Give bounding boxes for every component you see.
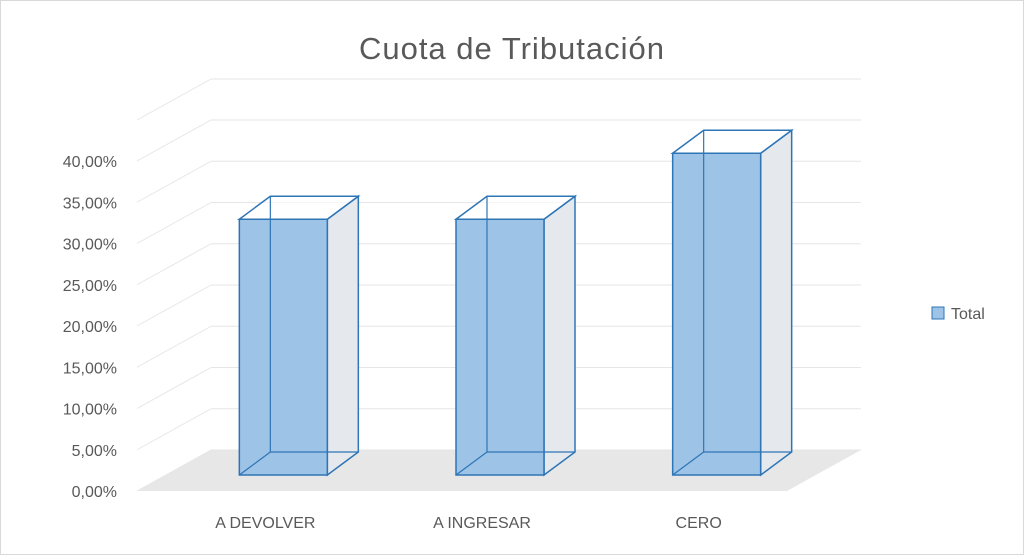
y-tick-label: 20,00%: [63, 319, 117, 336]
legend-label: Total: [951, 306, 985, 323]
gridline-side: [136, 408, 212, 451]
chart-title: Cuota de Tributación: [359, 31, 665, 66]
y-tick-label: 5,00%: [72, 443, 117, 460]
bar-side-face: [759, 128, 793, 477]
bar-cero: [670, 128, 794, 477]
bar-back-edge: [672, 451, 705, 476]
x-tick-label: A INGRESAR: [433, 515, 531, 532]
chart-legend: Total: [931, 306, 985, 323]
gridline-side: [136, 449, 212, 492]
x-tick-label: CERO: [676, 515, 722, 532]
y-tick-label: 15,00%: [63, 360, 117, 377]
bar-back-edge: [455, 451, 488, 476]
bar-front-face: [455, 218, 545, 476]
bar-front-face: [671, 152, 762, 476]
gridline-side: [136, 243, 212, 286]
bar-side-face: [543, 194, 576, 477]
y-tick-label: 40,00%: [63, 154, 117, 171]
gridline-side: [136, 160, 212, 203]
gridline-side: [136, 325, 212, 368]
gridline-side: [136, 119, 212, 162]
y-tick-label: 0,00%: [72, 484, 117, 501]
chart-plot-area: 0,00% 5,00% 10,00% 15,00% 20,00% 25,00% 30,00%…: [63, 78, 861, 532]
bar-back-edge: [238, 451, 271, 476]
gridline-side: [136, 284, 212, 327]
y-tick-label: 25,00%: [63, 278, 117, 295]
gridline-side: [136, 78, 212, 121]
y-tick-label: 10,00%: [63, 402, 117, 419]
y-tick-label: 30,00%: [63, 237, 117, 254]
x-tick-label: A DEVOLVER: [215, 515, 315, 532]
bar-a-devolver: [237, 194, 361, 477]
gridline-side: [136, 202, 212, 244]
bar-a-ingresar: [453, 194, 578, 477]
bar-front-face: [238, 218, 329, 476]
bar-side-face: [326, 194, 360, 477]
gridline-side: [136, 367, 212, 409]
legend-swatch: [931, 306, 945, 320]
y-tick-label: 35,00%: [63, 195, 117, 212]
